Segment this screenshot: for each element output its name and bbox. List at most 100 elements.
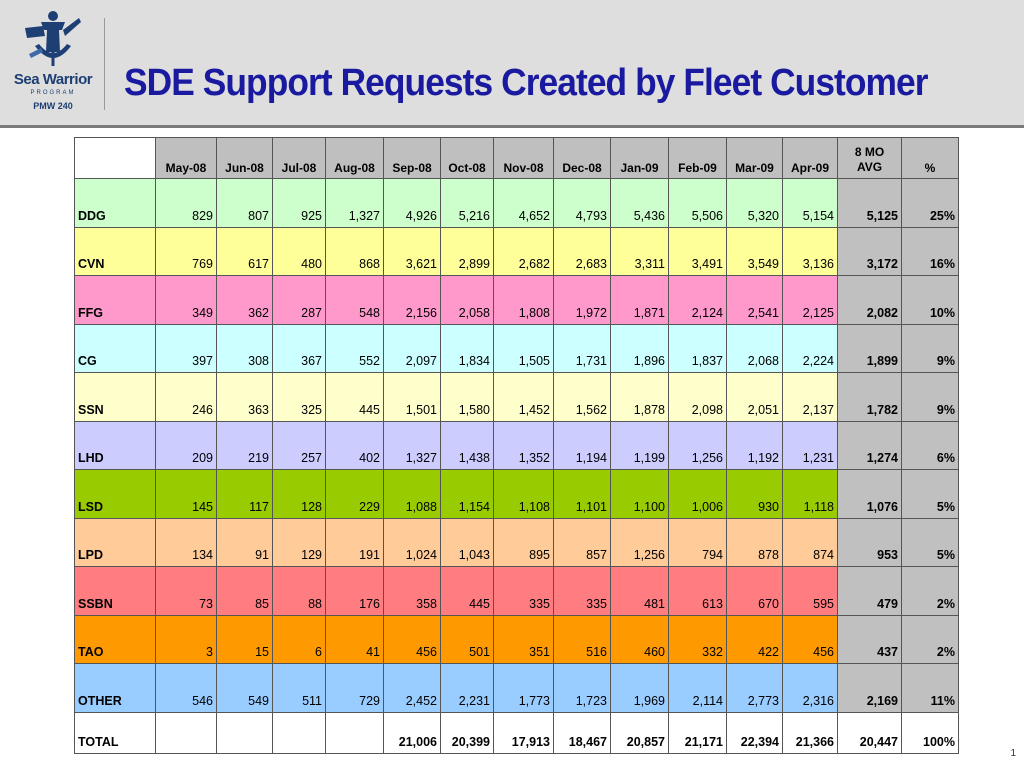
table-cell: 481 [610,566,669,616]
table-cell: 4,652 [493,178,554,228]
table-cell: 1,808 [493,275,554,325]
table-cell: 3 [155,614,217,664]
avg-header-line: 8 MO [854,145,885,159]
percent-cell: 10% [901,275,959,325]
row-label: SSN [74,372,156,422]
table-row: SSN 246 363 325 445 1,501 1,580 1,452 1,562 1,878… [74,372,959,422]
table-cell: 3,491 [668,226,727,276]
table-cell: 363 [216,372,273,422]
header-corner [74,137,156,179]
table-cell: 117 [216,469,273,519]
table-cell: 445 [440,566,494,616]
table-cell: 2,097 [383,323,441,373]
table-cell: 1,896 [610,323,669,373]
table-cell: 358 [383,566,441,616]
table-cell: 41 [325,614,384,664]
column-header-sep-08: Sep-08 [383,137,441,179]
table-cell: 257 [272,420,326,470]
table-cell: 613 [668,566,727,616]
table-cell: 1,723 [553,663,611,713]
table-cell: 15 [216,614,273,664]
table-cell: 930 [726,469,783,519]
table-cell: 1,327 [383,420,441,470]
table-cell: 6 [272,614,326,664]
table-cell: 134 [155,517,217,567]
row-label: DDG [74,178,156,228]
column-header-8mo-avg: 8 MO AVG [837,137,902,179]
table-cell: 1,101 [553,469,611,519]
table-cell: 1,088 [383,469,441,519]
table-cell: 397 [155,323,217,373]
table-cell: 1,969 [610,663,669,713]
table-cell: 2,224 [782,323,838,373]
percent-cell: 16% [901,226,959,276]
column-header-percent: % [901,137,959,179]
table-cell: 88 [272,566,326,616]
table-row: FFG 349 362 287 548 2,156 2,058 1,808 1,972 1,871… [74,275,959,325]
logo-code: PMW 240 [33,101,73,111]
table-row: CVN 769 617 480 868 3,621 2,899 2,682 2,683 3,311… [74,226,959,276]
column-header-mar-09: Mar-09 [726,137,783,179]
table-cell: 422 [726,614,783,664]
table-cell: 5,506 [668,178,727,228]
table-cell: 1,834 [440,323,494,373]
table-cell: 21,171 [668,711,727,754]
table-cell: 18,467 [553,711,611,754]
header-divider [104,18,105,110]
table-cell: 176 [325,566,384,616]
percent-cell: 5% [901,517,959,567]
table-cell: 511 [272,663,326,713]
avg-cell: 1,782 [837,372,902,422]
support-requests-table: May-08 Jun-08 Jul-08 Aug-08 Sep-08 Oct-08 Nov-… [74,137,959,754]
table-cell: 325 [272,372,326,422]
table-cell: 2,114 [668,663,727,713]
table-cell: 4,793 [553,178,611,228]
table-cell: 351 [493,614,554,664]
table-cell: 1,580 [440,372,494,422]
table-cell: 1,024 [383,517,441,567]
percent-cell: 100% [901,711,959,754]
column-header-aug-08: Aug-08 [325,137,384,179]
table-cell [155,711,217,754]
table-cell: 1,438 [440,420,494,470]
table-cell: 874 [782,517,838,567]
row-label: CVN [74,226,156,276]
table-cell: 85 [216,566,273,616]
table-cell: 2,098 [668,372,727,422]
table-cell: 2,773 [726,663,783,713]
table-cell: 1,773 [493,663,554,713]
table-cell: 3,621 [383,226,441,276]
percent-cell: 5% [901,469,959,519]
table-cell: 308 [216,323,273,373]
table-cell: 1,231 [782,420,838,470]
table-cell: 1,006 [668,469,727,519]
table-cell: 2,058 [440,275,494,325]
table-cell: 1,352 [493,420,554,470]
table-cell [272,711,326,754]
table-cell: 1,562 [553,372,611,422]
table-cell: 129 [272,517,326,567]
table-row: SSBN 73 85 88 176 358 445 335 335 481 613 670 595 479… [74,566,959,616]
table-cell: 1,256 [610,517,669,567]
table-cell: 729 [325,663,384,713]
column-header-apr-09: Apr-09 [782,137,838,179]
percent-cell: 2% [901,566,959,616]
table-cell: 516 [553,614,611,664]
table-cell: 868 [325,226,384,276]
column-header-dec-08: Dec-08 [553,137,611,179]
table-cell: 20,399 [440,711,494,754]
table-cell: 128 [272,469,326,519]
avg-cell: 2,082 [837,275,902,325]
table-header-row: May-08 Jun-08 Jul-08 Aug-08 Sep-08 Oct-08 Nov-… [74,137,959,179]
column-header-feb-09: Feb-09 [668,137,727,179]
table-cell: 3,311 [610,226,669,276]
table-cell: 332 [668,614,727,664]
avg-cell: 479 [837,566,902,616]
column-header-nov-08: Nov-08 [493,137,554,179]
table-cell: 829 [155,178,217,228]
table-row: CG 397 308 367 552 2,097 1,834 1,505 1,731 1,896 1… [74,323,959,373]
table-cell: 1,043 [440,517,494,567]
percent-cell: 2% [901,614,959,664]
table-cell: 2,682 [493,226,554,276]
table-cell: 219 [216,420,273,470]
